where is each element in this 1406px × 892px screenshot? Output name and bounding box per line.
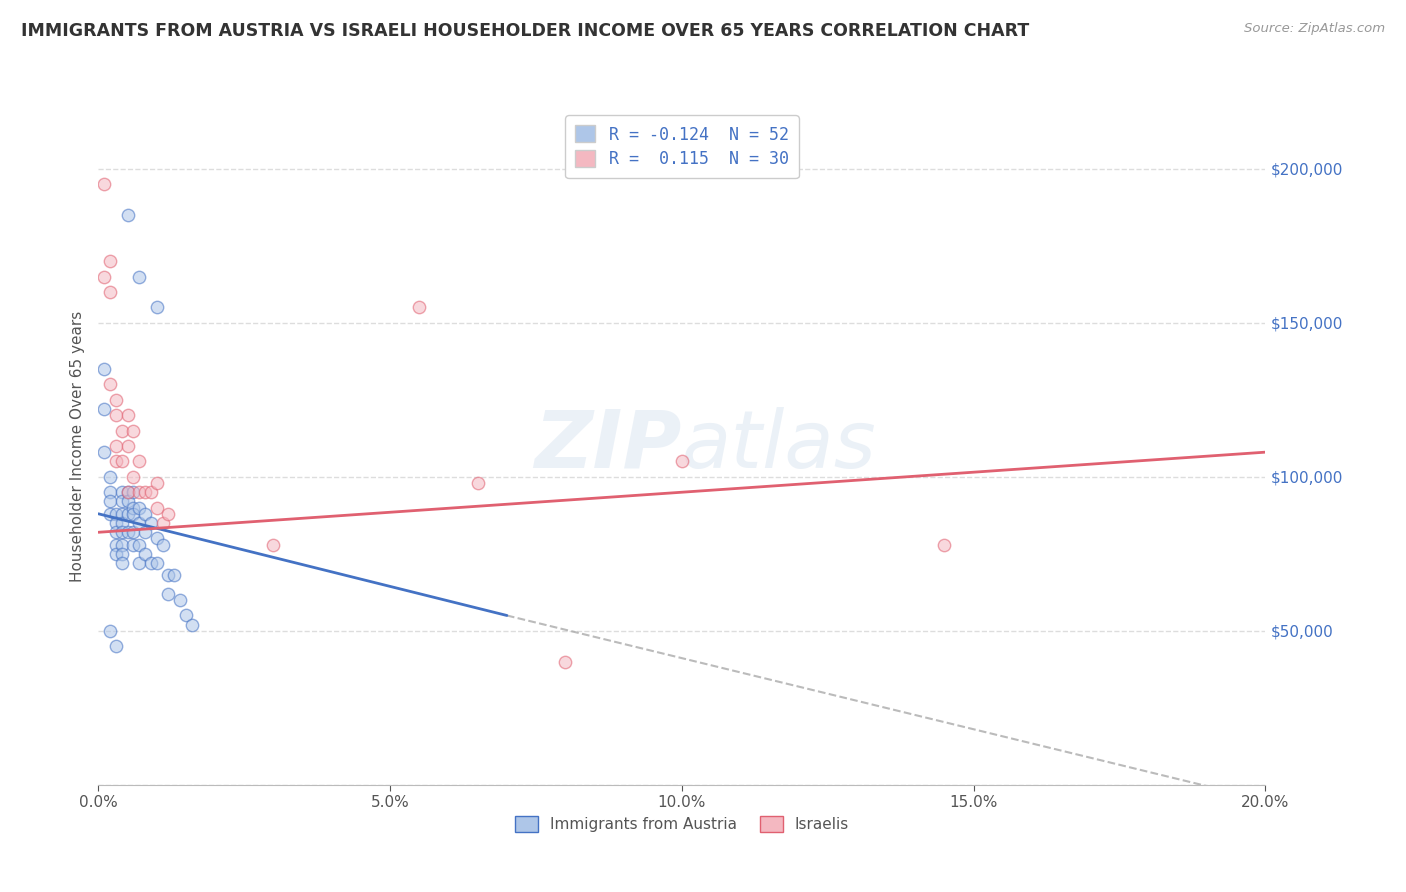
- Point: [122, 470, 145, 484]
- Point: [111, 454, 134, 468]
- Point: [157, 568, 180, 582]
- Point: [111, 507, 134, 521]
- Point: [122, 538, 145, 552]
- Point: [122, 485, 145, 500]
- Point: [111, 556, 134, 570]
- Point: [169, 593, 191, 607]
- Point: [152, 538, 174, 552]
- Point: [104, 525, 127, 540]
- Point: [139, 516, 162, 530]
- Point: [163, 568, 186, 582]
- Point: [128, 485, 150, 500]
- Point: [157, 587, 180, 601]
- Point: [98, 494, 121, 508]
- Point: [93, 445, 115, 459]
- Legend: Immigrants from Austria, Israelis: Immigrants from Austria, Israelis: [509, 810, 855, 838]
- Point: [117, 485, 139, 500]
- Point: [117, 208, 139, 222]
- Point: [467, 475, 489, 490]
- Point: [122, 424, 145, 438]
- Point: [117, 494, 139, 508]
- Point: [152, 516, 174, 530]
- Text: atlas: atlas: [682, 407, 877, 485]
- Point: [146, 475, 169, 490]
- Point: [117, 507, 139, 521]
- Point: [98, 285, 121, 299]
- Point: [98, 507, 121, 521]
- Point: [111, 485, 134, 500]
- Point: [128, 516, 150, 530]
- Point: [554, 655, 576, 669]
- Point: [134, 525, 156, 540]
- Point: [104, 439, 127, 453]
- Point: [104, 640, 127, 654]
- Point: [122, 525, 145, 540]
- Point: [98, 470, 121, 484]
- Point: [117, 439, 139, 453]
- Point: [111, 525, 134, 540]
- Point: [111, 516, 134, 530]
- Point: [104, 516, 127, 530]
- Point: [98, 485, 121, 500]
- Point: [104, 392, 127, 407]
- Point: [111, 494, 134, 508]
- Point: [98, 377, 121, 392]
- Point: [408, 301, 430, 315]
- Point: [111, 424, 134, 438]
- Text: IMMIGRANTS FROM AUSTRIA VS ISRAELI HOUSEHOLDER INCOME OVER 65 YEARS CORRELATION : IMMIGRANTS FROM AUSTRIA VS ISRAELI HOUSE…: [21, 22, 1029, 40]
- Point: [128, 454, 150, 468]
- Point: [174, 608, 197, 623]
- Y-axis label: Householder Income Over 65 years: Householder Income Over 65 years: [69, 310, 84, 582]
- Point: [93, 402, 115, 417]
- Point: [104, 507, 127, 521]
- Point: [104, 408, 127, 422]
- Point: [128, 269, 150, 284]
- Point: [180, 617, 202, 632]
- Point: [146, 500, 169, 515]
- Point: [111, 538, 134, 552]
- Point: [128, 556, 150, 570]
- Point: [104, 538, 127, 552]
- Point: [93, 269, 115, 284]
- Point: [934, 538, 956, 552]
- Point: [139, 485, 162, 500]
- Point: [146, 556, 169, 570]
- Point: [104, 547, 127, 561]
- Point: [117, 525, 139, 540]
- Point: [134, 507, 156, 521]
- Text: ZIP: ZIP: [534, 407, 682, 485]
- Point: [104, 454, 127, 468]
- Point: [146, 301, 169, 315]
- Point: [157, 507, 180, 521]
- Point: [134, 485, 156, 500]
- Text: Source: ZipAtlas.com: Source: ZipAtlas.com: [1244, 22, 1385, 36]
- Point: [122, 500, 145, 515]
- Point: [117, 408, 139, 422]
- Point: [93, 177, 115, 191]
- Point: [262, 538, 284, 552]
- Point: [671, 454, 693, 468]
- Point: [117, 485, 139, 500]
- Point: [128, 500, 150, 515]
- Point: [93, 362, 115, 376]
- Point: [139, 556, 162, 570]
- Point: [111, 547, 134, 561]
- Point: [98, 624, 121, 638]
- Point: [122, 507, 145, 521]
- Point: [146, 532, 169, 546]
- Point: [98, 254, 121, 268]
- Point: [128, 538, 150, 552]
- Point: [134, 547, 156, 561]
